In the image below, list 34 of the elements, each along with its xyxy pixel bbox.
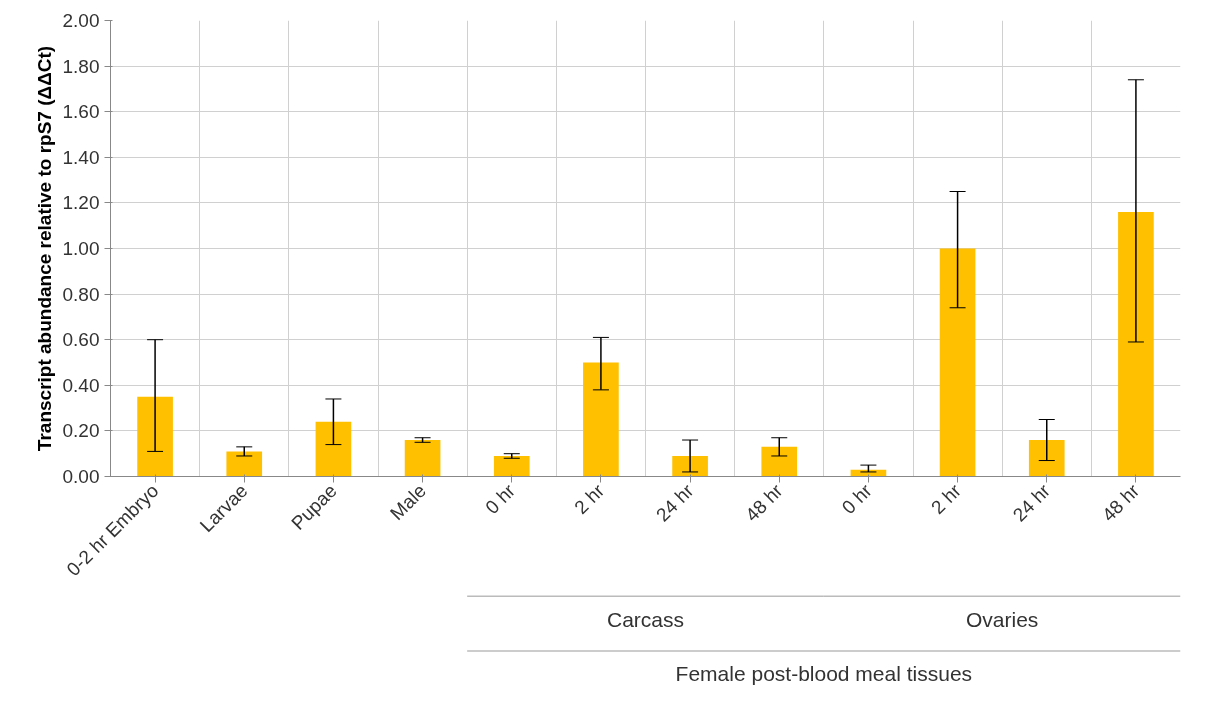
- text: Female post-blood meal tissues: [675, 662, 973, 686]
- bar: [672, 455, 708, 477]
- bar: [226, 451, 263, 477]
- y-tick-label: 1.40: [62, 146, 100, 168]
- y-tick-label: 1.80: [62, 55, 100, 77]
- x-tick-label: 2 hr: [570, 479, 609, 519]
- x-tick-label: 0 hr: [837, 479, 877, 519]
- y-tick-label: 1.00: [62, 238, 100, 259]
- x-tick-label: 0 hr: [481, 479, 520, 519]
- bar: [583, 362, 619, 477]
- y-tick-label: 0.20: [62, 420, 100, 442]
- text: Ovaries: [965, 607, 1039, 631]
- bar: [1118, 212, 1154, 477]
- bar: [404, 440, 441, 477]
- y-tick-label: 2.00: [62, 10, 100, 31]
- x-tick-label: 48 hr: [1097, 479, 1144, 526]
- y-axis-title: Transcript abundance relative to rpS7 (ΔΔCt): [33, 45, 55, 452]
- bar: [137, 396, 173, 477]
- bar: [1028, 440, 1065, 477]
- y-tick-label: 0.80: [62, 283, 100, 305]
- y-tick-label: 0.00: [62, 466, 100, 487]
- x-tick-label: 24 hr: [1008, 479, 1055, 526]
- bar: [761, 446, 798, 477]
- x-tick-label: 48 hr: [741, 479, 788, 526]
- text: Carcass: [606, 607, 685, 631]
- y-tick-label: 1.60: [62, 101, 100, 123]
- y-tick-label: 0.40: [62, 374, 100, 396]
- x-tick-label: 2 hr: [927, 479, 966, 519]
- y-tick-label: 1.20: [62, 192, 100, 214]
- y-tick-label: 0.60: [62, 329, 100, 351]
- bar: [315, 421, 352, 477]
- bar: [493, 455, 530, 477]
- bar: [939, 248, 976, 477]
- x-tick-label: 24 hr: [652, 479, 698, 526]
